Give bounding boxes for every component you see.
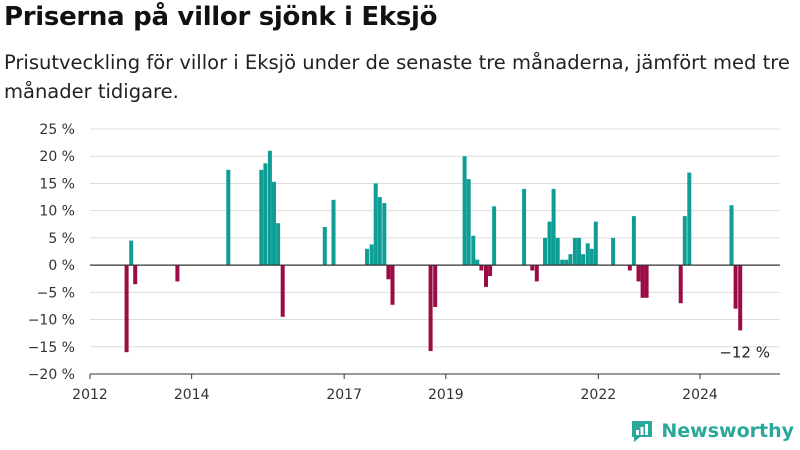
- bar: [479, 265, 484, 271]
- bar: [522, 188, 527, 266]
- y-tick-label: 25 %: [39, 122, 75, 138]
- bar: [577, 237, 581, 266]
- x-tick-label: 2019: [428, 387, 464, 403]
- bar: [322, 227, 327, 266]
- bar: [129, 240, 134, 266]
- bar: [682, 216, 687, 266]
- x-tick-label: 2022: [581, 387, 617, 403]
- bar: [377, 197, 382, 266]
- bar: [462, 156, 467, 266]
- bar: [640, 265, 645, 298]
- bar: [644, 265, 649, 298]
- bar: [687, 172, 692, 266]
- bar: [373, 183, 378, 266]
- bar: [636, 265, 641, 282]
- y-tick-label: 10 %: [39, 204, 75, 220]
- bar: [263, 163, 268, 266]
- bar: [581, 254, 586, 266]
- bar: [175, 265, 180, 282]
- bar: [365, 248, 369, 266]
- bar: [547, 221, 552, 266]
- bar: [124, 265, 129, 353]
- bar: [280, 265, 285, 317]
- brand-name: Newsworthy: [661, 420, 794, 442]
- gridlines: [90, 128, 780, 375]
- y-tick-label: −10 %: [28, 313, 75, 329]
- last-value-annotation: −12 %: [719, 343, 770, 361]
- bar: [331, 199, 336, 266]
- bar: [729, 205, 734, 266]
- bar: [276, 223, 281, 266]
- bar: [390, 265, 395, 305]
- x-tick-label: 2012: [72, 387, 108, 403]
- bar: [259, 169, 264, 266]
- bar: [534, 265, 539, 282]
- y-tick-label: −20 %: [28, 367, 75, 383]
- y-tick-label: 0 %: [48, 258, 75, 274]
- bar: [488, 265, 493, 276]
- bar: [382, 203, 387, 266]
- brand-logo: Newsworthy: [629, 418, 794, 444]
- bar: [492, 206, 497, 266]
- bar: [678, 265, 683, 304]
- bar: [272, 181, 276, 266]
- bar: [133, 265, 138, 285]
- x-tick-label: 2017: [326, 387, 362, 403]
- bar: [484, 265, 488, 287]
- bar: [585, 243, 590, 266]
- bar: [386, 265, 391, 280]
- bar: [564, 259, 569, 266]
- chart-subtitle: Prisutveckling för villor i Eksjö under …: [4, 51, 790, 103]
- y-tick-label: 20 %: [39, 149, 75, 165]
- bar: [593, 221, 598, 266]
- bar: [543, 237, 547, 266]
- newsworthy-logo-icon: [632, 421, 653, 442]
- bar: [475, 259, 480, 266]
- bar: [589, 248, 594, 266]
- bar: [471, 235, 476, 266]
- x-tick-label: 2024: [682, 387, 718, 403]
- bar: [738, 265, 743, 331]
- bar: [572, 237, 577, 266]
- bar: [733, 265, 738, 309]
- y-tick-label: 5 %: [48, 231, 75, 247]
- bar: [267, 150, 272, 266]
- bar: [560, 259, 565, 266]
- y-tick-label: 15 %: [39, 176, 75, 192]
- x-axis-ticks: 2012 2014 2017 2019 2022 2024: [72, 374, 718, 403]
- bar: [551, 188, 556, 266]
- x-tick-label: 2014: [174, 387, 210, 403]
- bar: [611, 237, 616, 266]
- bars: [124, 150, 743, 353]
- bar: [369, 244, 374, 266]
- bar: [433, 265, 438, 307]
- bar: [631, 216, 636, 266]
- bar: [530, 265, 535, 271]
- bar: [466, 179, 471, 266]
- y-axis-ticks: 25 % 20 % 15 % 10 % 5 % 0 % −5 % −10 % −15 % −20 …: [28, 122, 75, 383]
- bar: [568, 254, 573, 266]
- bar: [226, 169, 231, 266]
- bar: [428, 265, 433, 352]
- bar: [555, 237, 560, 266]
- chart-title: Priserna på villor sjönk i Eksjö: [4, 2, 438, 32]
- bar: [627, 265, 632, 271]
- y-tick-label: −5 %: [37, 285, 75, 301]
- y-tick-label: −15 %: [28, 340, 75, 356]
